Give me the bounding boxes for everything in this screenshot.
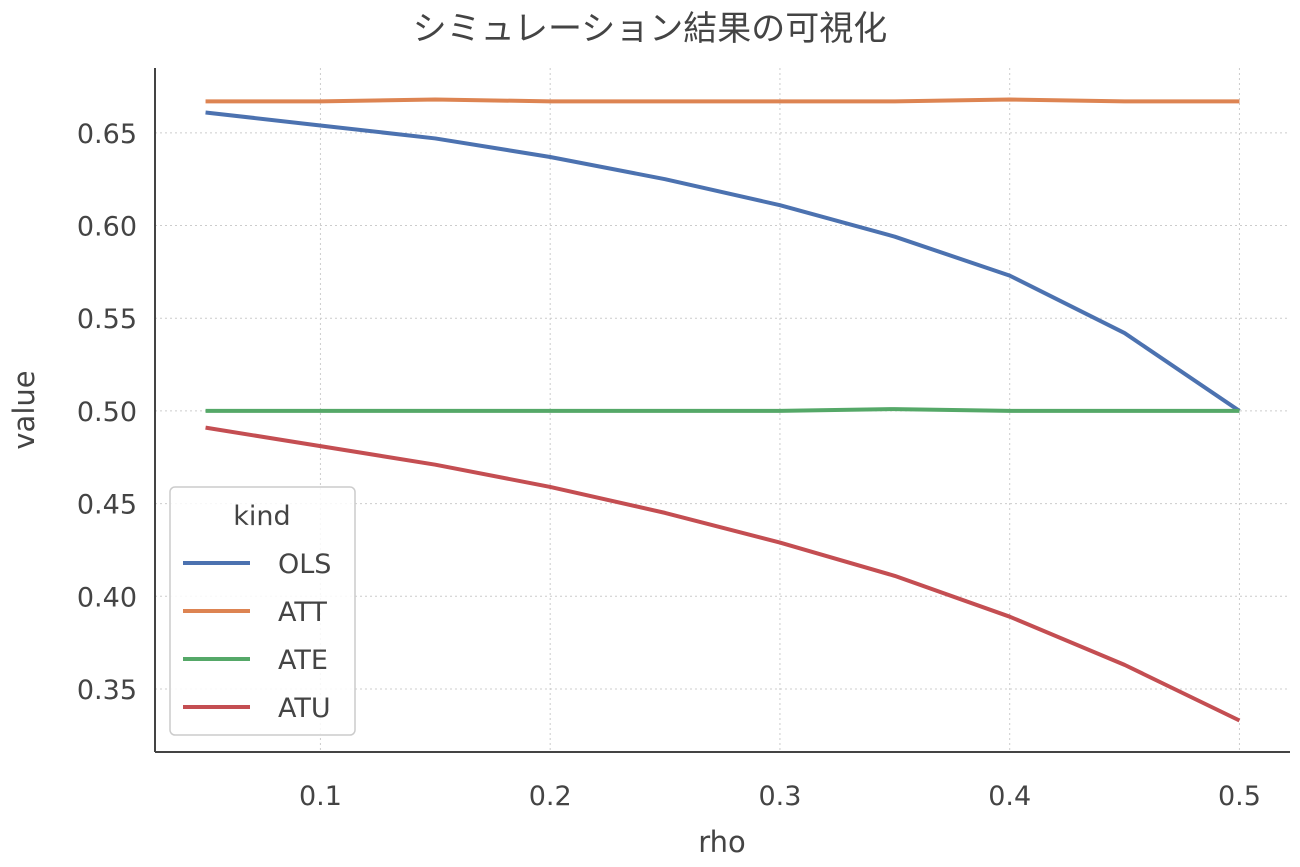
legend-label-ols: OLS bbox=[278, 549, 331, 580]
y-tick-label: 0.55 bbox=[77, 304, 137, 335]
chart-title: シミュレーション結果の可視化 bbox=[413, 9, 888, 49]
x-axis-label: rho bbox=[698, 825, 746, 859]
y-tick-label: 0.50 bbox=[77, 397, 137, 428]
x-tick-label: 0.1 bbox=[299, 781, 342, 812]
x-ticks: 0.1 0.2 0.3 0.4 0.5 bbox=[299, 781, 1261, 812]
y-ticks: 0.35 0.40 0.45 0.50 0.55 0.60 0.65 bbox=[77, 119, 137, 706]
series-line-atu bbox=[205, 425, 1241, 723]
series-line-ols bbox=[205, 110, 1241, 413]
series-lines bbox=[205, 97, 1241, 723]
legend-title: kind bbox=[233, 501, 290, 532]
legend-frame bbox=[169, 486, 356, 736]
x-tick-label: 0.5 bbox=[1218, 781, 1261, 812]
y-tick-label: 0.60 bbox=[77, 212, 137, 243]
y-tick-label: 0.45 bbox=[77, 490, 137, 521]
legend-label-ate: ATE bbox=[278, 645, 328, 676]
legend-label-atu: ATU bbox=[278, 693, 331, 724]
x-tick-label: 0.3 bbox=[758, 781, 801, 812]
x-tick-label: 0.4 bbox=[988, 781, 1031, 812]
legend: kind OLS ATT ATE ATU bbox=[169, 486, 356, 736]
y-tick-label: 0.35 bbox=[77, 675, 137, 706]
y-tick-label: 0.40 bbox=[77, 582, 137, 613]
y-axis-label: value bbox=[7, 370, 41, 449]
x-tick-label: 0.2 bbox=[529, 781, 572, 812]
legend-label-att: ATT bbox=[278, 597, 327, 628]
series-line-att bbox=[205, 97, 1240, 104]
series-line-ate bbox=[205, 407, 1240, 413]
y-tick-label: 0.65 bbox=[77, 119, 137, 150]
